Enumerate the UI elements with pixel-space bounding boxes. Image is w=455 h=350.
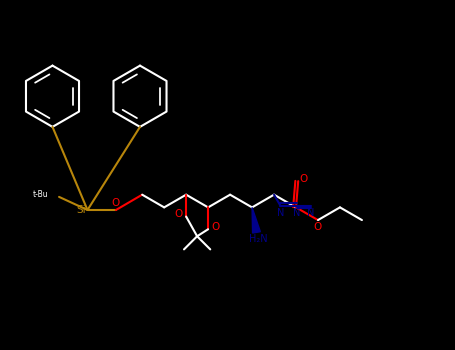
Text: O: O xyxy=(212,222,220,232)
Text: O: O xyxy=(112,198,120,209)
Text: Si: Si xyxy=(76,205,86,215)
Text: O: O xyxy=(300,174,308,184)
Text: O: O xyxy=(174,209,182,219)
Polygon shape xyxy=(252,207,260,233)
Text: H₂N: H₂N xyxy=(249,234,268,244)
Text: O: O xyxy=(314,223,322,232)
Text: t-Bu: t-Bu xyxy=(32,190,48,199)
Text: N: N xyxy=(307,208,315,218)
Text: N: N xyxy=(293,208,301,218)
Text: N: N xyxy=(277,208,284,218)
